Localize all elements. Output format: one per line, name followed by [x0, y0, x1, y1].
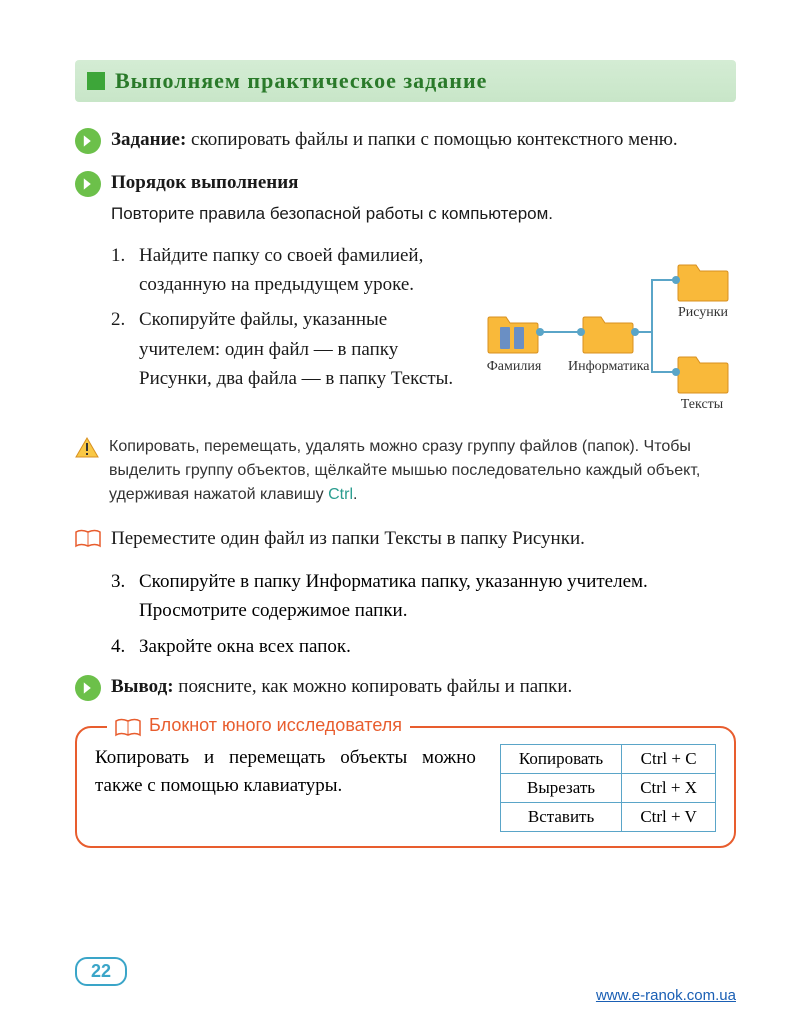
- folder-label-2: Информатика: [568, 359, 648, 375]
- move-block: Переместите один файл из папки Тексты в …: [75, 525, 736, 554]
- shortcut-action: Копировать: [500, 744, 621, 773]
- open-book-icon: [75, 529, 101, 549]
- task-body: скопировать файлы и папки с помощью конт…: [186, 129, 677, 150]
- task-block: Задание: скопировать файлы и папки с пом…: [75, 126, 736, 155]
- connector-dot-icon: [577, 328, 585, 336]
- steps-34: Скопируйте в папку Информатика папку, ук…: [75, 567, 736, 661]
- textbook-page: Выполняем практическое задание Задание: …: [0, 0, 791, 888]
- order-text: Порядок выполнения Повторите правила без…: [111, 169, 736, 227]
- footer-link[interactable]: www.e-ranok.com.ua: [596, 987, 736, 1004]
- shortcut-keys: Ctrl + X: [622, 773, 716, 802]
- section-header: Выполняем практическое задание: [75, 60, 736, 102]
- notebook-title: Блокнот юного исследователя: [149, 715, 402, 736]
- conclusion-body: поясните, как можно копировать файлы и п…: [174, 676, 573, 697]
- step-2: Скопируйте файлы, указанные учителем: од…: [111, 305, 470, 393]
- folder-diagram: Фамилия Информатика Рисунки Тексты: [486, 241, 736, 421]
- folder-label-4: Тексты: [672, 397, 732, 413]
- step-1: Найдите папку со своей фамилией, созданн…: [111, 241, 470, 300]
- conclusion-block: Вывод: поясните, как можно копировать фа…: [75, 673, 736, 702]
- shortcut-action: Вырезать: [500, 773, 621, 802]
- notebook-box: Блокнот юного исследователя Копировать и…: [75, 726, 736, 848]
- table-row: Вырезать Ctrl + X: [500, 773, 715, 802]
- folder-icon: [486, 311, 540, 355]
- connector-dot-icon: [672, 368, 680, 376]
- steps-list: Найдите папку со своей фамилией, созданн…: [75, 241, 470, 421]
- shortcut-keys: Ctrl + C: [622, 744, 716, 773]
- step-3: Скопируйте в папку Информатика папку, ук…: [111, 567, 736, 626]
- table-row: Вставить Ctrl + V: [500, 802, 715, 831]
- task-text: Задание: скопировать файлы и папки с пом…: [111, 126, 736, 155]
- connector-dot-icon: [631, 328, 639, 336]
- order-intro: Повторите правила безопасной работы с ко…: [111, 201, 736, 227]
- notebook-content: Копировать и перемещать объекты можно та…: [95, 744, 716, 832]
- shortcut-action: Вставить: [500, 802, 621, 831]
- task-label: Задание:: [111, 129, 186, 150]
- steps-with-diagram: Найдите папку со своей фамилией, созданн…: [75, 241, 736, 421]
- step-4: Закройте окна всех папок.: [111, 632, 736, 661]
- folder-label-3: Рисунки: [668, 305, 738, 321]
- connector-line: [540, 331, 581, 333]
- folder-icon: [676, 351, 730, 395]
- conclusion-text: Вывод: поясните, как можно копировать фа…: [111, 673, 736, 702]
- warning-block: Копировать, перемещать, удалять можно ср…: [75, 435, 736, 507]
- shortcut-keys: Ctrl + V: [622, 802, 716, 831]
- table-row: Копировать Ctrl + C: [500, 744, 715, 773]
- arrow-right-icon: [75, 128, 101, 154]
- conclusion-label: Вывод:: [111, 676, 174, 697]
- warning-triangle-icon: [75, 437, 99, 459]
- connector-dot-icon: [536, 328, 544, 336]
- warning-text: Копировать, перемещать, удалять можно ср…: [109, 435, 736, 507]
- arrow-right-icon: [75, 171, 101, 197]
- notebook-header: Блокнот юного исследователя: [107, 714, 410, 738]
- ctrl-key-label: Ctrl: [328, 486, 353, 503]
- section-title: Выполняем практическое задание: [115, 68, 487, 94]
- arrow-right-icon: [75, 675, 101, 701]
- open-book-icon: [115, 718, 141, 738]
- folder-icon: [581, 311, 635, 355]
- shortcuts-table: Копировать Ctrl + C Вырезать Ctrl + X Вс…: [500, 744, 716, 832]
- page-number: 22: [75, 957, 127, 986]
- order-label: Порядок выполнения: [111, 169, 736, 198]
- folder-label-1: Фамилия: [484, 359, 544, 375]
- order-block: Порядок выполнения Повторите правила без…: [75, 169, 736, 227]
- move-text: Переместите один файл из папки Тексты в …: [111, 525, 736, 554]
- connector-line: [651, 279, 653, 373]
- green-marker-icon: [87, 72, 105, 90]
- connector-dot-icon: [672, 276, 680, 284]
- folder-icon: [676, 259, 730, 303]
- notebook-text: Копировать и перемещать объекты можно та…: [95, 744, 476, 801]
